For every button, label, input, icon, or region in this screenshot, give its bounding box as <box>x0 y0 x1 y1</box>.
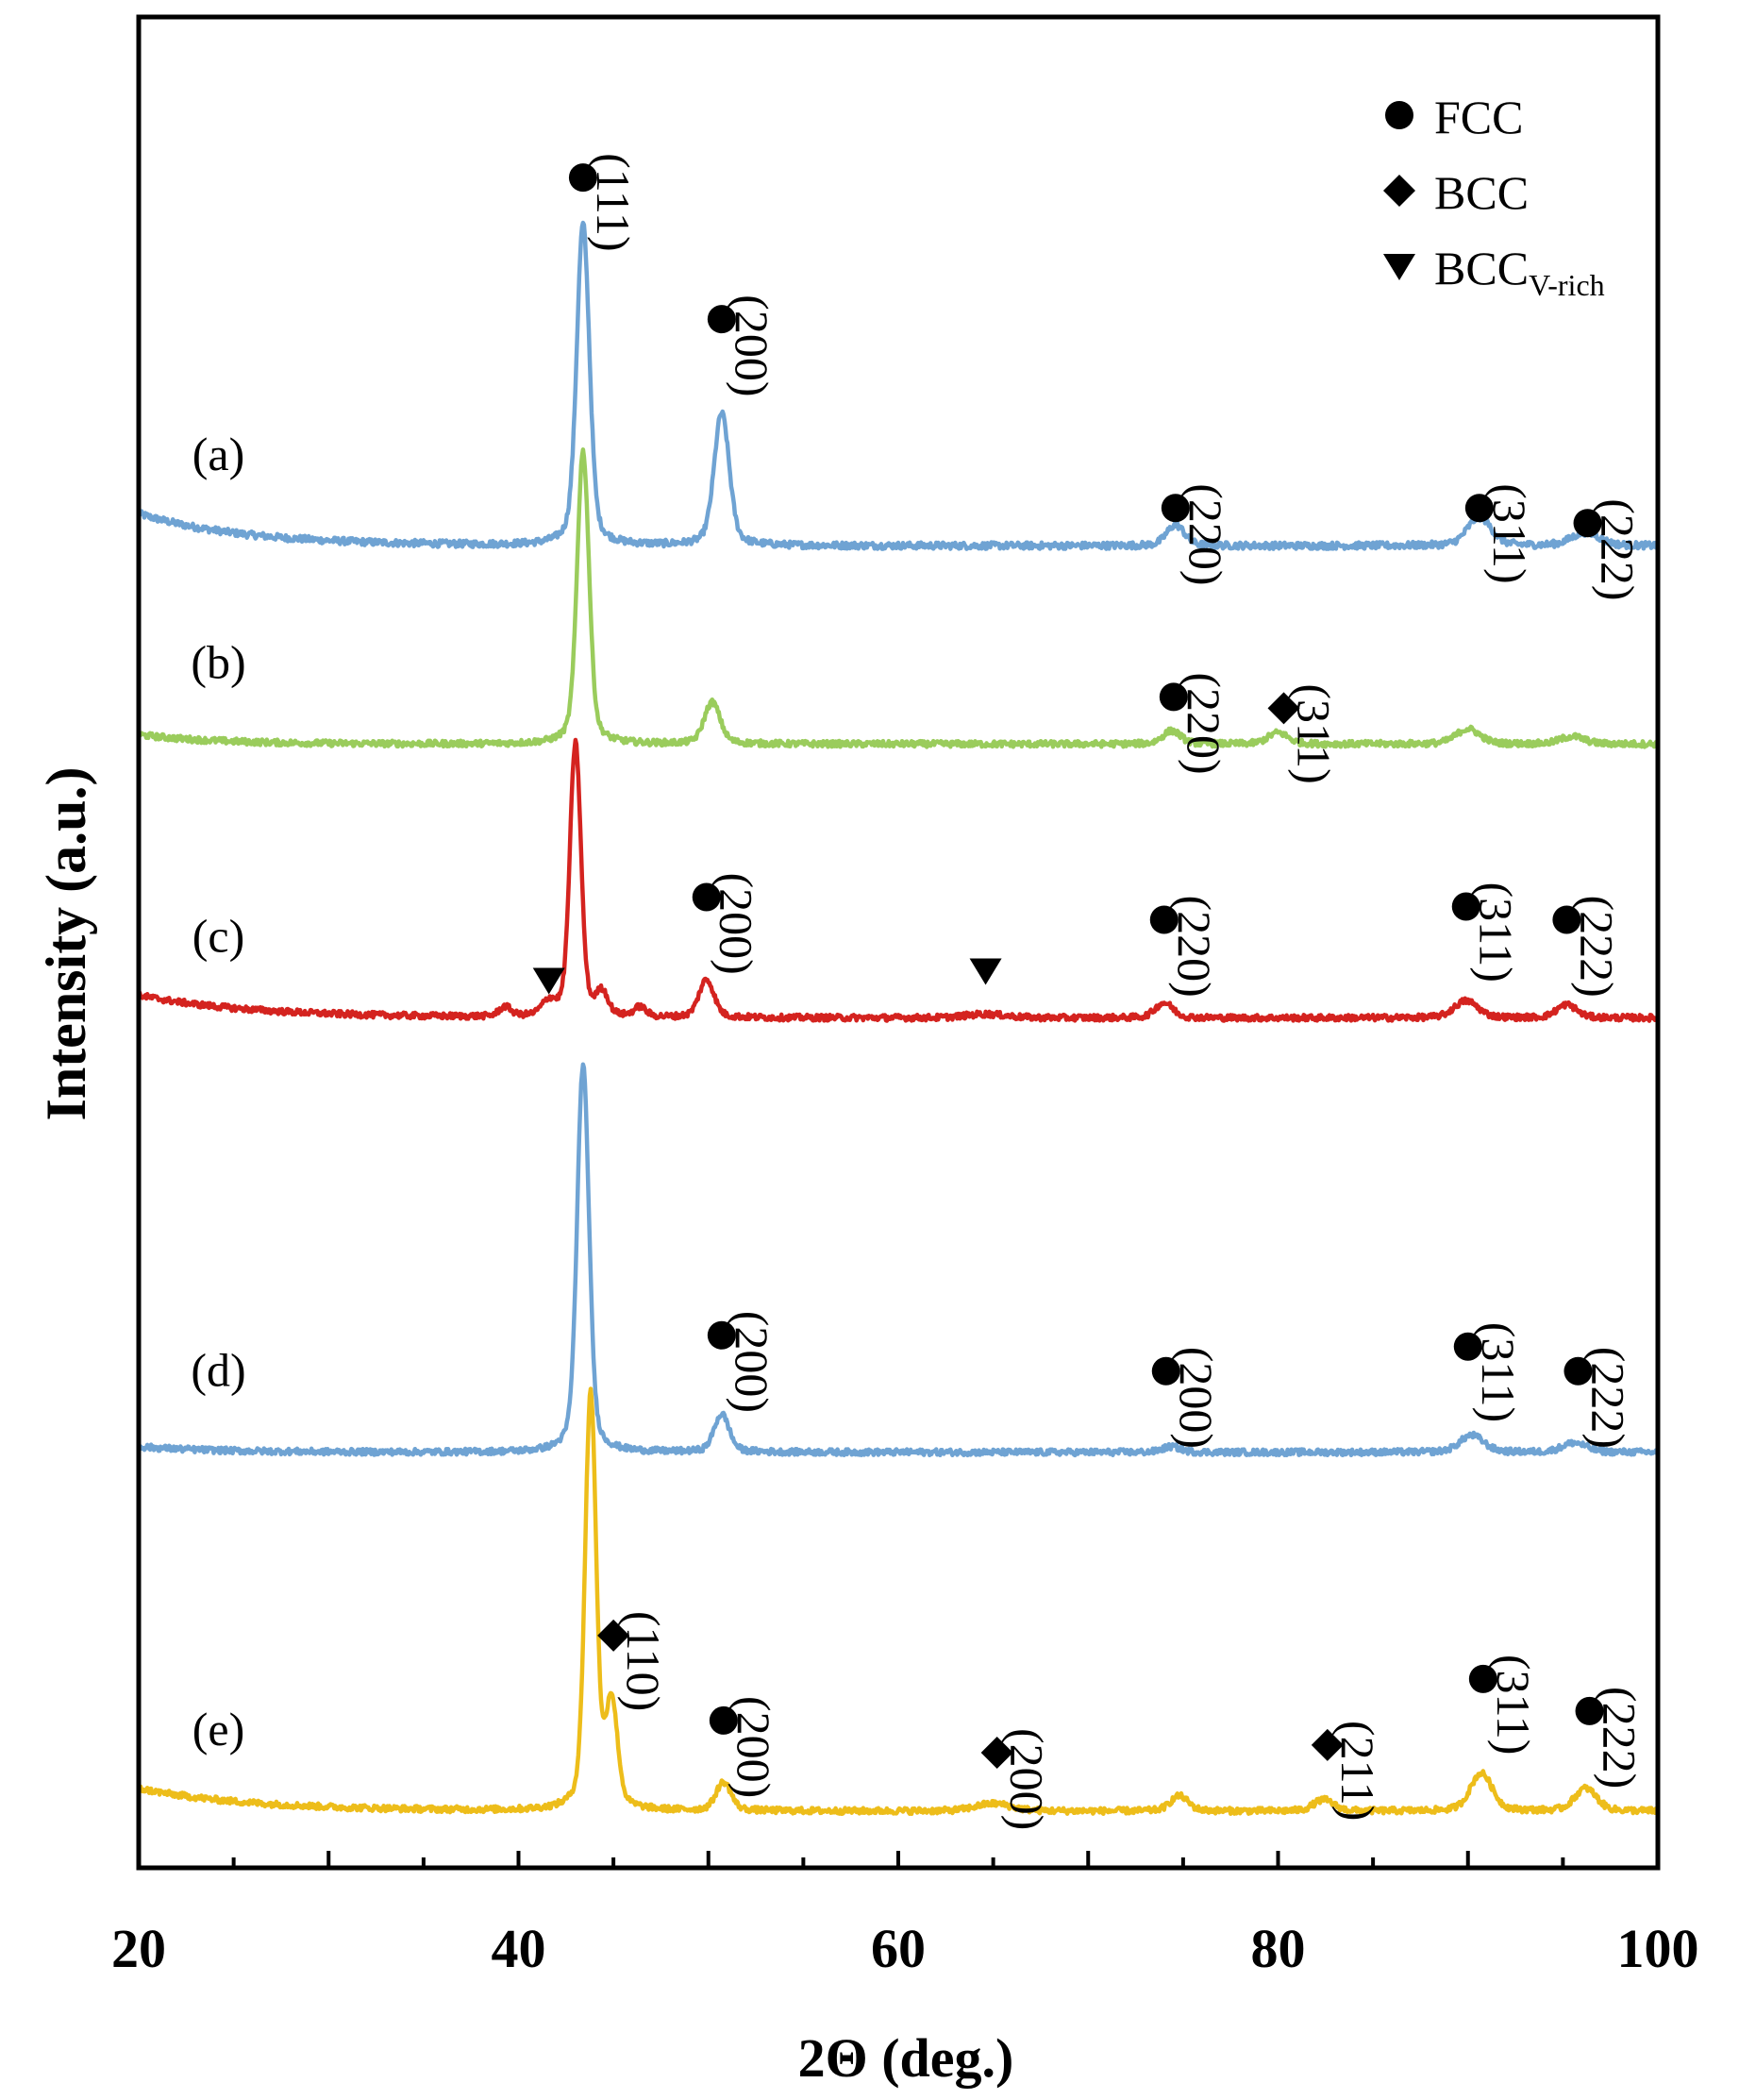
series-line-2 <box>137 737 1660 1023</box>
peak-marker-4-3 <box>1311 1728 1344 1761</box>
x-tick-label-3: 80 <box>1251 1918 1306 1979</box>
peak-marker-2-1 <box>692 882 721 912</box>
peak-marker-4-2 <box>980 1736 1013 1769</box>
series-line-4 <box>137 1386 1660 1817</box>
peak-label-2-1: (200) <box>711 872 763 974</box>
peak-label-3-3: (222) <box>1581 1347 1634 1449</box>
peak-label-0-4: (222) <box>1592 498 1645 600</box>
peak-label-2-4: (311) <box>1470 882 1523 982</box>
peak-marker-4-5 <box>1575 1696 1604 1725</box>
peak-marker-0-3 <box>1464 494 1494 523</box>
peak-marker-2-5 <box>1552 905 1581 934</box>
peak-label-4-0: (110) <box>617 1611 670 1711</box>
peak-marker-1-0 <box>1159 682 1188 712</box>
peak-marker-3-2 <box>1453 1332 1482 1361</box>
x-tick-label-0: 20 <box>111 1918 166 1979</box>
peak-label-4-2: (200) <box>1001 1728 1054 1830</box>
legend-label-subscript-2: V-rich <box>1529 268 1605 302</box>
x-axis-ticks: 20 40 60 80 100 <box>111 1851 1699 1979</box>
peak-marker-0-2 <box>1161 494 1190 523</box>
x-tick-label-2: 60 <box>871 1918 926 1979</box>
peak-marker-2-4 <box>1451 892 1480 921</box>
sample-label-4: (e) <box>192 1703 245 1756</box>
peak-label-0-0: (111) <box>587 153 640 252</box>
peak-label-4-4: (311) <box>1487 1655 1540 1755</box>
peak-marker-4-1 <box>709 1705 738 1735</box>
peak-label-3-2: (311) <box>1472 1322 1525 1422</box>
sample-label-1: (b) <box>191 635 245 688</box>
legend-label-1: BCC <box>1434 166 1529 219</box>
peak-label-2-3: (220) <box>1168 895 1221 997</box>
peak-label-4-1: (200) <box>727 1696 780 1798</box>
curves-layer <box>136 220 1661 1817</box>
peak-marker-2-3 <box>1149 905 1179 934</box>
peak-label-3-1: (200) <box>1170 1347 1223 1449</box>
axes-layer: 20 40 60 80 100 2Θ (deg.) Intensity (a.u.) <box>35 14 1699 2089</box>
sample-label-2: (c) <box>192 910 245 963</box>
peak-marker-2-0 <box>532 967 565 995</box>
peak-marker-0-1 <box>707 305 736 334</box>
x-tick-label-4: 100 <box>1617 1918 1699 1979</box>
legend: FCC BCC BCCV-rich <box>1383 91 1605 302</box>
sample-labels-layer: (a) (b) (c) (d) (e) <box>191 428 245 1756</box>
legend-label-0: FCC <box>1434 91 1524 143</box>
peak-label-1-0: (220) <box>1178 672 1230 774</box>
peak-marker-4-0 <box>597 1619 630 1652</box>
x-axis-label: 2Θ (deg.) <box>798 2027 1014 2089</box>
peak-marker-0-0 <box>568 163 597 193</box>
legend-label-2: BCCV-rich <box>1434 242 1605 302</box>
plot-frame <box>136 14 1661 1871</box>
peak-marker-3-1 <box>1151 1356 1180 1386</box>
peak-label-1-1: (311) <box>1288 683 1341 783</box>
series-line-3 <box>137 1062 1661 1458</box>
peak-label-0-2: (220) <box>1179 483 1232 585</box>
peak-label-4-3: (211) <box>1331 1721 1384 1821</box>
peak-label-3-0: (200) <box>726 1311 778 1413</box>
series-line-0 <box>136 220 1661 551</box>
sample-label-0: (a) <box>192 428 245 480</box>
series-line-1 <box>137 447 1661 749</box>
peak-label-4-5: (222) <box>1594 1687 1647 1789</box>
peak-marker-1-1 <box>1267 692 1300 725</box>
sample-label-3: (d) <box>191 1344 245 1397</box>
legend-marker-0 <box>1385 101 1413 129</box>
peak-marker-2-2 <box>969 958 1002 985</box>
peak-marker-4-4 <box>1468 1664 1497 1693</box>
legend-marker-2 <box>1383 254 1415 280</box>
legend-marker-1 <box>1383 175 1415 207</box>
peak-annotations-layer: (111) (200) (220) (311) (222) (220) (311) (200)… <box>532 153 1647 1830</box>
peak-label-0-1: (200) <box>726 294 778 396</box>
peak-marker-3-3 <box>1563 1356 1593 1386</box>
peak-label-0-3: (311) <box>1483 483 1536 583</box>
peak-label-2-5: (222) <box>1570 895 1623 997</box>
peak-marker-0-4 <box>1573 509 1602 538</box>
y-axis-label: Intensity (a.u.) <box>35 766 97 1120</box>
x-tick-label-1: 40 <box>492 1918 546 1979</box>
peak-marker-3-0 <box>707 1320 736 1350</box>
